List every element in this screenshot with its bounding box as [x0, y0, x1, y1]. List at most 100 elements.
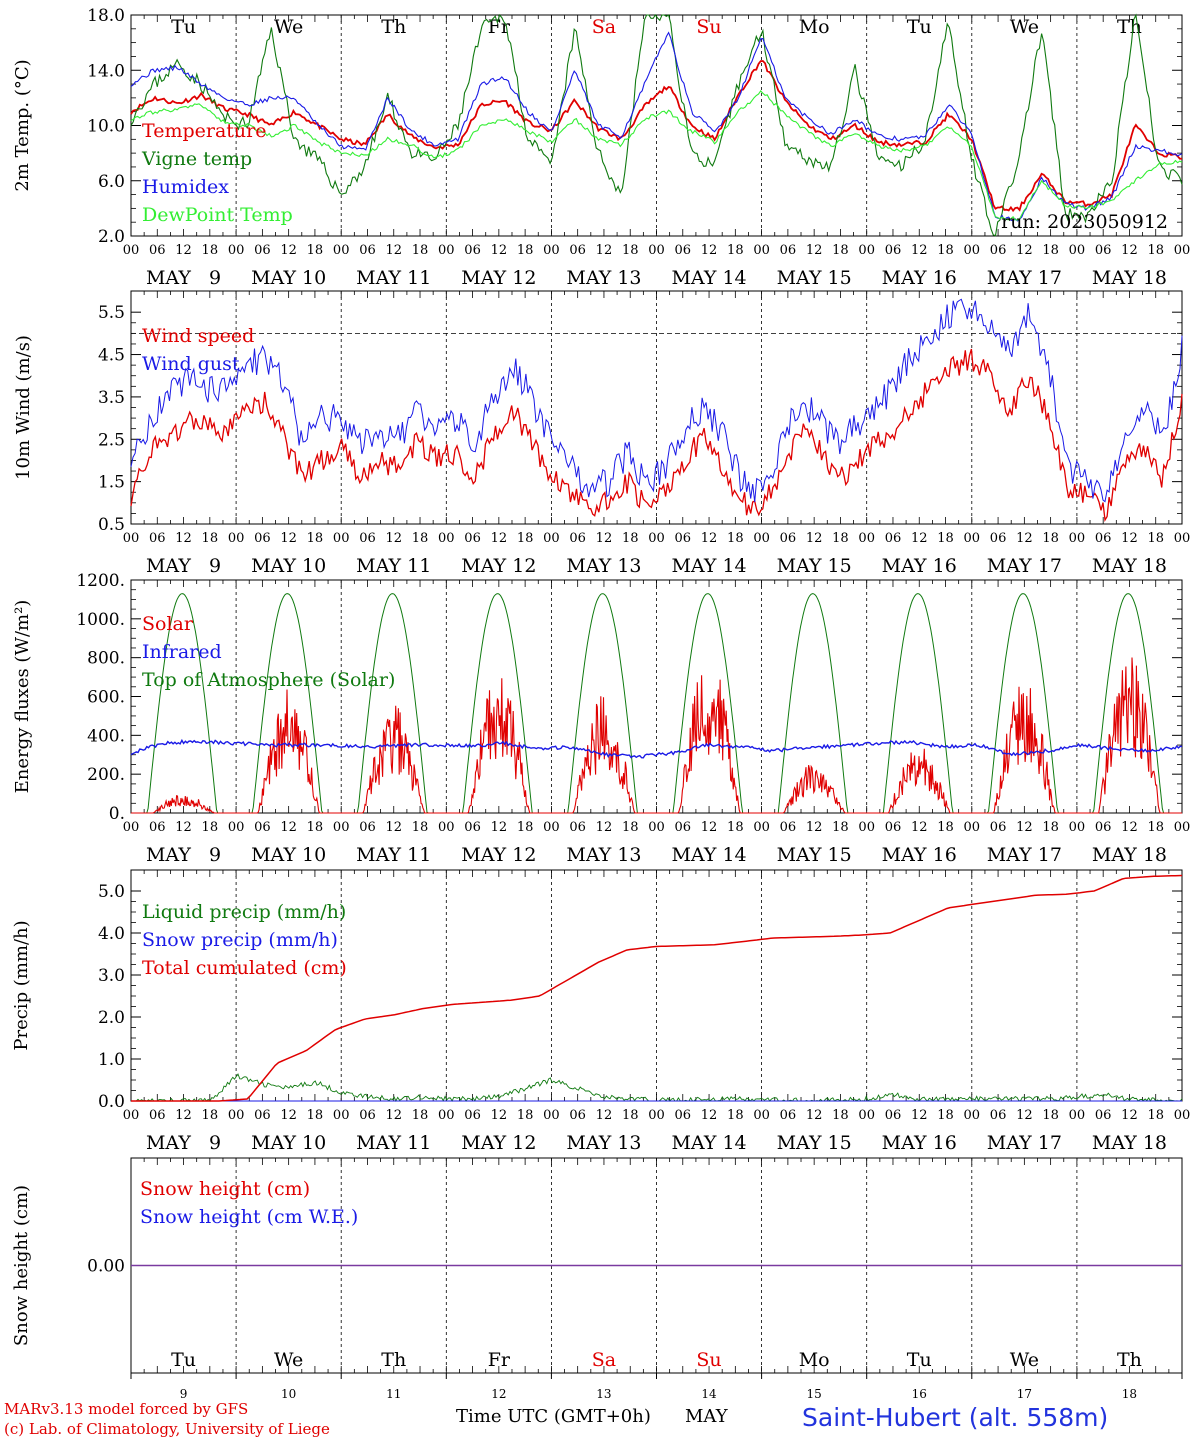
hour-tick-label: 00 [964, 1108, 981, 1123]
wind-gust-line [130, 298, 1183, 503]
hour-tick-label: 12 [596, 243, 613, 258]
date-label: MAY 11 [356, 844, 431, 866]
date-label: MAY 13 [566, 555, 641, 577]
hour-tick-label: 18 [307, 820, 324, 835]
hour-tick-label: 00 [648, 1108, 665, 1123]
hour-tick-label: 06 [149, 243, 166, 258]
date-label: MAY 17 [987, 555, 1062, 577]
hour-tick-label: 00 [438, 243, 455, 258]
hour-tick-label: 18 [412, 531, 429, 546]
hour-tick-label: 18 [832, 1108, 849, 1123]
hour-tick-label: 06 [464, 243, 481, 258]
legend-top-of-atmosphere-solar: Top of Atmosphere (Solar) [142, 669, 395, 691]
day-number-label: 14 [701, 1387, 717, 1401]
y-tick-label: 1.0 [98, 1050, 125, 1070]
day-name-label: Th [1117, 16, 1142, 38]
date-label: MAY 9 [146, 267, 221, 289]
hour-tick-label: 06 [1095, 243, 1112, 258]
date-label: MAY 18 [1092, 267, 1167, 289]
y-tick-label: 0.0 [98, 1092, 125, 1112]
hour-tick-label: 06 [990, 531, 1007, 546]
hour-tick-label: 06 [149, 1108, 166, 1123]
total-cumulated-line [131, 874, 1183, 1102]
hour-tick-label: 12 [701, 820, 718, 835]
y-tick-label: 2.5 [98, 430, 125, 450]
hour-tick-label: 00 [543, 820, 560, 835]
hour-tick-label: 00 [753, 1108, 770, 1123]
hour-tick-label: 06 [780, 243, 797, 258]
day-name-label: Fr [488, 16, 511, 38]
hour-tick-label: 06 [885, 820, 902, 835]
hour-tick-label: 18 [937, 1108, 954, 1123]
day-name-label: Sa [592, 1349, 616, 1371]
hour-tick-label: 18 [202, 243, 219, 258]
date-label: MAY 10 [251, 1132, 326, 1154]
date-label: MAY 16 [882, 555, 957, 577]
day-number-label: 15 [807, 1387, 822, 1401]
y-tick-label: 4.0 [98, 924, 125, 944]
hour-tick-label: 06 [1095, 1108, 1112, 1123]
hour-tick-label: 12 [596, 531, 613, 546]
legend-humidex: Humidex [142, 176, 229, 198]
day-name-label: Su [696, 16, 721, 38]
hour-tick-label: 06 [780, 820, 797, 835]
hour-tick-label: 18 [307, 531, 324, 546]
date-label: MAY 12 [461, 1132, 536, 1154]
hour-tick-label: 12 [806, 243, 823, 258]
date-label: MAY 12 [461, 844, 536, 866]
hour-tick-label: 18 [517, 243, 534, 258]
hour-tick-label: 12 [1016, 820, 1033, 835]
y-tick-label: 6.0 [98, 172, 125, 192]
hour-tick-label: 12 [280, 1108, 297, 1123]
hour-tick-label: 12 [596, 1108, 613, 1123]
hour-tick-label: 00 [543, 1108, 560, 1123]
hour-tick-label: 06 [569, 820, 586, 835]
legend-wind-gust: Wind gust [142, 353, 240, 375]
hour-tick-label: 18 [412, 243, 429, 258]
date-label: MAY 18 [1092, 1132, 1167, 1154]
hour-tick-label: 18 [1147, 1108, 1164, 1123]
hour-tick-label: 18 [1147, 820, 1164, 835]
run-annotation: run: 2023050912 [1001, 211, 1168, 233]
day-name-label: Fr [488, 1349, 511, 1371]
y-tick-label: 800. [87, 649, 125, 669]
xaxis-title: Time UTC (GMT+0h) [456, 1406, 651, 1427]
hour-tick-label: 06 [359, 820, 376, 835]
day-name-label: Th [381, 16, 406, 38]
credit-line-2: (c) Lab. of Climatology, University of L… [4, 1420, 330, 1438]
y-axis-label: Precip (mm/h) [11, 920, 32, 1050]
hour-tick-label: 12 [1016, 1108, 1033, 1123]
hour-tick-label: 12 [701, 531, 718, 546]
hour-tick-label: 00 [1174, 1108, 1191, 1123]
legend-dewpoint-temp: DewPoint Temp [142, 204, 293, 226]
hour-tick-label: 18 [1042, 531, 1059, 546]
date-label: MAY 14 [671, 267, 746, 289]
hour-tick-label: 06 [1095, 531, 1112, 546]
y-tick-label: 18.0 [87, 6, 125, 26]
hour-tick-label: 18 [1042, 1108, 1059, 1123]
hour-tick-label: 18 [202, 531, 219, 546]
y-tick-label: 3.5 [98, 388, 125, 408]
day-number-label: 13 [596, 1387, 611, 1401]
hour-tick-label: 18 [727, 243, 744, 258]
day-name-label: We [274, 16, 303, 38]
hour-tick-label: 00 [1174, 243, 1191, 258]
y-tick-label: 5.5 [98, 303, 125, 323]
hour-tick-label: 00 [543, 243, 560, 258]
y-tick-label: 0.5 [98, 515, 125, 535]
legend-liquid-precip-mm-h: Liquid precip (mm/h) [142, 901, 346, 923]
hour-tick-label: 18 [727, 1108, 744, 1123]
date-label: MAY 12 [461, 267, 536, 289]
hour-tick-label: 00 [123, 1108, 140, 1123]
hour-tick-label: 18 [307, 1108, 324, 1123]
day-name-label: Sa [592, 16, 616, 38]
hour-tick-label: 18 [937, 243, 954, 258]
date-label: MAY 11 [356, 555, 431, 577]
date-label: MAY 13 [566, 1132, 641, 1154]
hour-tick-label: 00 [228, 820, 245, 835]
date-label: MAY 9 [146, 1132, 221, 1154]
hour-tick-label: 18 [412, 1108, 429, 1123]
wind-speed-line [130, 348, 1183, 522]
day-name-label: Tu [907, 1349, 932, 1371]
date-label: MAY 13 [566, 267, 641, 289]
